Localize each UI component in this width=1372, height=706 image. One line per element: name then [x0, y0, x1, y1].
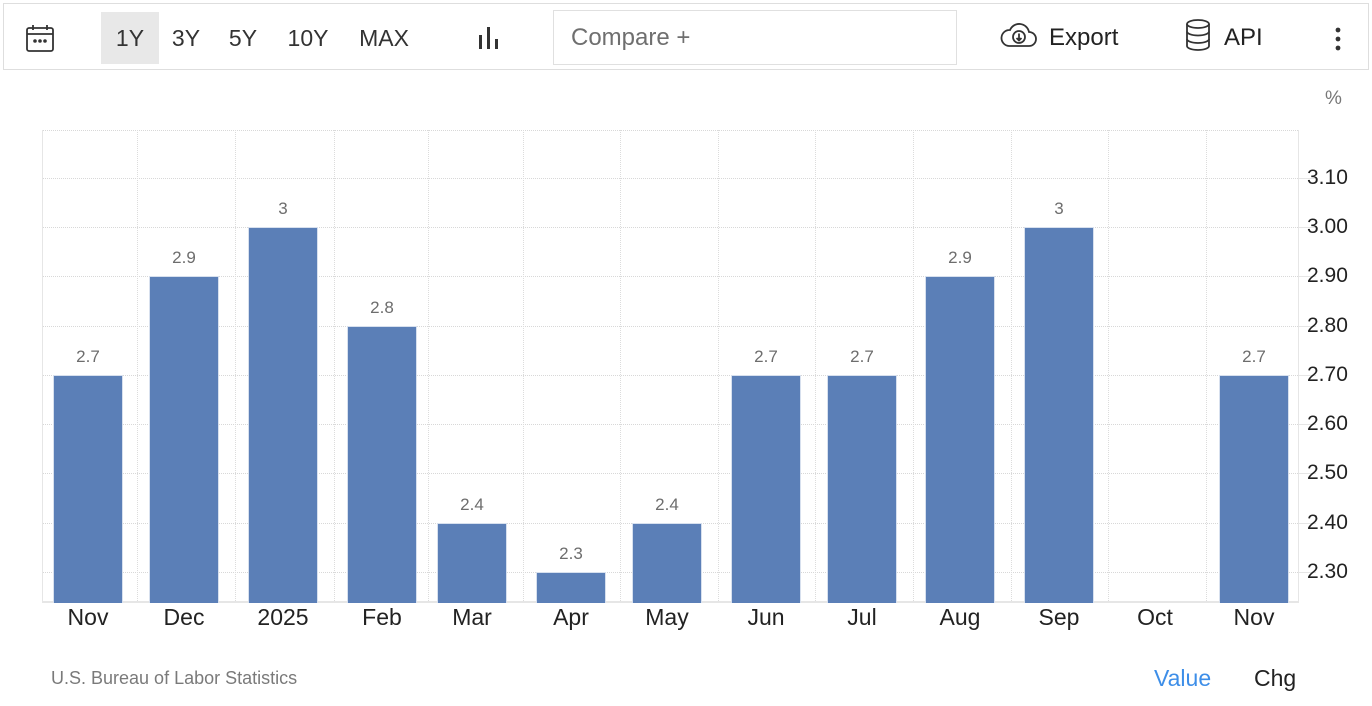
- h-gridline: [43, 424, 1298, 426]
- export-button[interactable]: Export: [999, 16, 1118, 60]
- cloud-download-icon: [999, 20, 1039, 57]
- range-10y-button[interactable]: 10Y: [287, 24, 329, 51]
- h-gridline: [43, 130, 1298, 131]
- bar[interactable]: [437, 522, 507, 603]
- x-tick-label: Dec: [163, 604, 205, 630]
- y-tick-mark: [1298, 572, 1316, 573]
- x-tick-label: 2025: [257, 604, 309, 630]
- bar-data-label: 2.9: [948, 248, 972, 268]
- h-gridline: [43, 325, 1298, 327]
- y-tick-mark: [1298, 522, 1316, 524]
- bar[interactable]: [1024, 227, 1094, 603]
- bar-data-label: 2.7: [754, 346, 778, 366]
- range-5y-button[interactable]: 5Y: [228, 24, 258, 51]
- database-icon: [1184, 18, 1212, 59]
- h-gridline: [43, 276, 1298, 278]
- bar[interactable]: [248, 227, 318, 603]
- source-label: U.S. Bureau of Labor Statistics: [51, 668, 298, 688]
- bar-data-label: 2.7: [1242, 346, 1266, 366]
- y-tick-label: 2.70: [1307, 362, 1348, 386]
- v-gridline: [913, 130, 914, 601]
- x-tick-label: Aug: [939, 604, 981, 630]
- v-gridline: [235, 130, 236, 601]
- y-axis-line: [1298, 130, 1299, 603]
- value-toggle[interactable]: Value: [1154, 665, 1212, 691]
- y-tick-label: 3.10: [1307, 165, 1348, 189]
- bar[interactable]: [925, 276, 995, 603]
- x-tick-label: May: [645, 604, 689, 630]
- x-tick-label: Nov: [67, 604, 109, 630]
- unit-label: %: [1325, 88, 1342, 109]
- x-tick-label: Oct: [1137, 604, 1173, 630]
- y-tick-label: 2.90: [1307, 264, 1348, 288]
- x-tick-label: Feb: [362, 604, 402, 630]
- v-gridline: [1108, 130, 1109, 601]
- bar[interactable]: [632, 522, 702, 603]
- y-tick-mark: [1298, 424, 1316, 426]
- bar-data-label: 2.7: [76, 346, 100, 366]
- api-button[interactable]: API: [1184, 16, 1263, 60]
- bar-data-label: 2.4: [460, 494, 484, 514]
- compare-input[interactable]: [553, 10, 957, 65]
- bar[interactable]: [827, 374, 897, 603]
- y-tick-label: 3.00: [1307, 215, 1348, 238]
- x-tick-label: Apr: [553, 604, 589, 630]
- bar-data-label: 2.3: [559, 544, 583, 563]
- y-tick-mark: [1298, 177, 1316, 179]
- range-max-button[interactable]: MAX: [359, 24, 409, 51]
- y-tick-label: 2.80: [1307, 313, 1348, 337]
- bar-data-label: 2.9: [172, 248, 196, 268]
- bar-data-label: 2.4: [655, 494, 679, 514]
- chart-toolbar: 1Y 3Y 5Y 10Y MAX Export: [3, 3, 1369, 70]
- bar-data-label: 3: [278, 199, 288, 218]
- chg-toggle[interactable]: Chg: [1254, 665, 1297, 691]
- v-gridline: [815, 130, 816, 601]
- bar-chart-icon[interactable]: [474, 22, 504, 54]
- bar[interactable]: [536, 572, 606, 603]
- bar[interactable]: [347, 325, 417, 603]
- v-gridline: [1206, 130, 1207, 601]
- x-tick-label: Nov: [1233, 604, 1275, 630]
- y-tick-mark: [1298, 473, 1316, 475]
- range-1y-button[interactable]: 1Y: [101, 12, 159, 64]
- bar-data-label: 2.7: [850, 346, 874, 366]
- y-tick-mark: [1298, 374, 1316, 376]
- api-label: API: [1224, 24, 1263, 51]
- more-options-button[interactable]: [1324, 24, 1352, 54]
- h-gridline: [43, 177, 1298, 179]
- bar[interactable]: [1219, 374, 1289, 603]
- calendar-icon[interactable]: [22, 20, 58, 56]
- v-gridline: [523, 130, 524, 601]
- y-tick-mark: [1298, 276, 1316, 278]
- y-tick-label: 2.60: [1307, 412, 1348, 436]
- bar[interactable]: [731, 374, 801, 603]
- v-gridline: [718, 130, 719, 601]
- x-tick-label: Mar: [452, 604, 492, 630]
- bar-data-label: 3: [1054, 199, 1064, 218]
- h-gridline: [43, 473, 1298, 475]
- bar[interactable]: [53, 374, 123, 603]
- h-gridline: [43, 374, 1298, 376]
- x-tick-label: Sep: [1038, 604, 1080, 630]
- v-gridline: [620, 130, 621, 601]
- x-tick-label: Jun: [747, 604, 785, 630]
- y-tick-mark: [1298, 325, 1316, 327]
- y-tick-mark: [1298, 227, 1316, 228]
- y-tick-label: 2.40: [1307, 510, 1348, 534]
- range-3y-button[interactable]: 3Y: [171, 24, 201, 51]
- y-tick-label: 2.50: [1307, 461, 1348, 485]
- v-gridline: [334, 130, 335, 601]
- h-gridline: [43, 227, 1298, 228]
- bar[interactable]: [149, 276, 219, 603]
- vertical-ellipsis-icon: [1335, 27, 1341, 51]
- v-gridline: [428, 130, 429, 601]
- v-gridline: [1011, 130, 1012, 601]
- bar-data-label: 2.8: [370, 297, 394, 317]
- export-label: Export: [1049, 24, 1119, 51]
- y-tick-label: 2.30: [1307, 560, 1348, 583]
- v-gridline: [137, 130, 138, 601]
- x-tick-label: Jul: [847, 604, 877, 630]
